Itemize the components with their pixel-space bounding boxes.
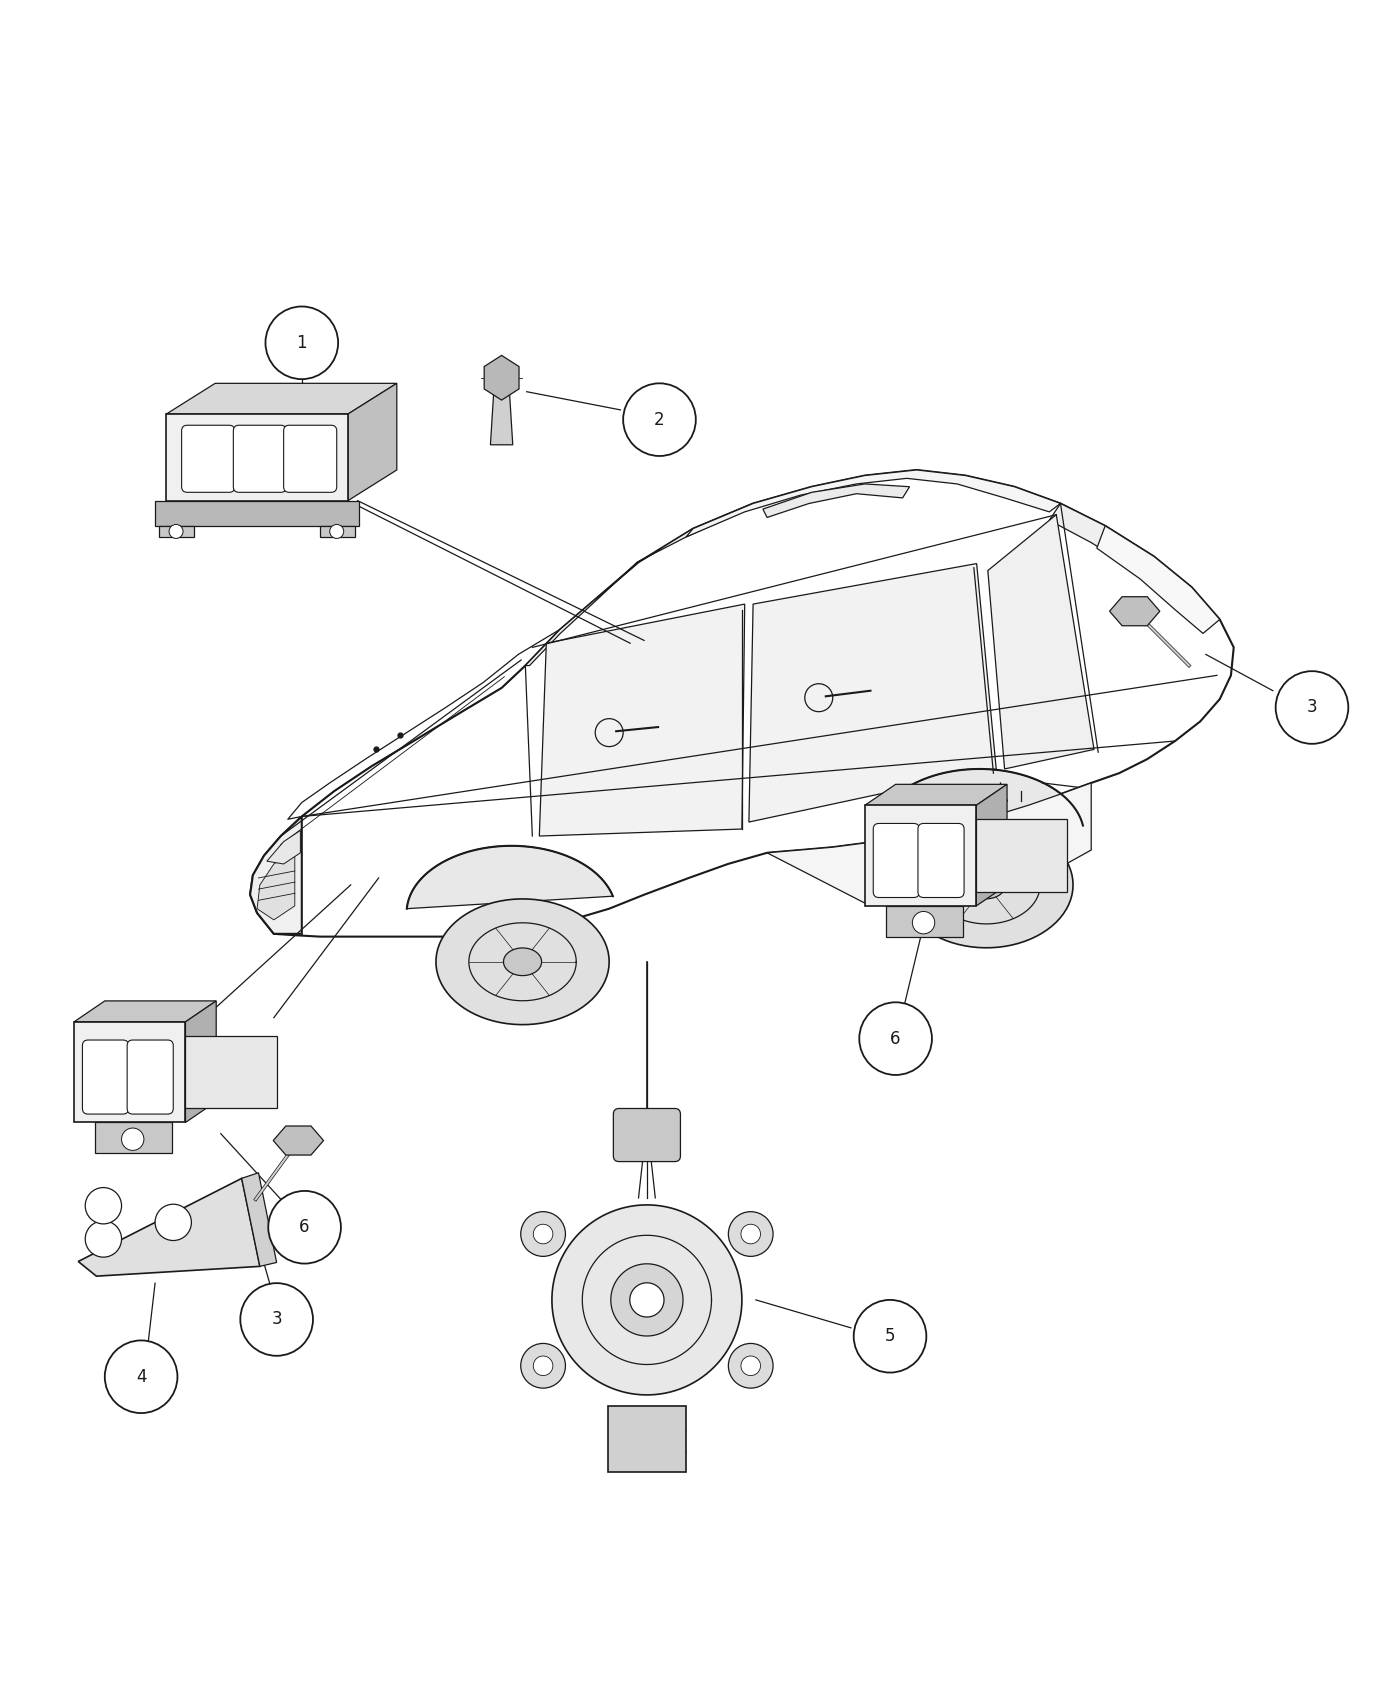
Circle shape	[330, 524, 344, 539]
FancyBboxPatch shape	[83, 1040, 129, 1114]
Circle shape	[155, 1204, 192, 1241]
Circle shape	[533, 1357, 553, 1375]
FancyBboxPatch shape	[234, 425, 287, 493]
Circle shape	[1275, 672, 1348, 745]
Polygon shape	[167, 382, 396, 415]
Polygon shape	[865, 806, 976, 906]
Polygon shape	[875, 768, 1084, 830]
Polygon shape	[435, 899, 609, 1025]
Polygon shape	[74, 1022, 185, 1122]
Circle shape	[728, 1343, 773, 1389]
Text: 3: 3	[1306, 699, 1317, 716]
Polygon shape	[976, 819, 1067, 892]
Polygon shape	[1096, 525, 1219, 634]
Circle shape	[623, 382, 696, 456]
Circle shape	[860, 1003, 932, 1074]
Polygon shape	[630, 1284, 664, 1318]
Polygon shape	[78, 1178, 260, 1277]
Polygon shape	[552, 1205, 742, 1396]
Text: 5: 5	[885, 1328, 895, 1345]
Polygon shape	[273, 1125, 323, 1154]
Polygon shape	[95, 1122, 172, 1153]
Circle shape	[533, 1224, 553, 1244]
FancyBboxPatch shape	[613, 1108, 680, 1161]
Text: 4: 4	[136, 1368, 147, 1385]
Polygon shape	[407, 847, 613, 910]
Circle shape	[266, 306, 339, 379]
Polygon shape	[976, 784, 1007, 906]
Polygon shape	[258, 850, 295, 920]
Polygon shape	[160, 525, 195, 537]
Polygon shape	[321, 525, 354, 537]
Circle shape	[741, 1224, 760, 1244]
Circle shape	[241, 1284, 314, 1357]
Circle shape	[169, 524, 183, 539]
FancyBboxPatch shape	[182, 425, 235, 493]
Polygon shape	[74, 1001, 216, 1022]
Text: 3: 3	[272, 1311, 281, 1328]
Polygon shape	[1110, 597, 1159, 626]
Polygon shape	[749, 564, 997, 823]
Polygon shape	[155, 502, 358, 525]
Circle shape	[741, 1357, 760, 1375]
FancyBboxPatch shape	[918, 823, 965, 898]
Polygon shape	[349, 382, 396, 501]
FancyBboxPatch shape	[284, 425, 337, 493]
Circle shape	[105, 1340, 178, 1413]
Polygon shape	[525, 503, 753, 666]
Polygon shape	[167, 415, 349, 502]
Circle shape	[269, 1192, 342, 1263]
Circle shape	[521, 1343, 566, 1389]
Polygon shape	[185, 1035, 277, 1108]
Circle shape	[122, 1129, 144, 1151]
Polygon shape	[900, 823, 1072, 949]
Polygon shape	[251, 469, 1233, 937]
Polygon shape	[967, 870, 1005, 899]
Polygon shape	[251, 816, 302, 933]
Text: 6: 6	[890, 1030, 900, 1047]
Polygon shape	[504, 949, 542, 976]
Polygon shape	[267, 830, 301, 864]
FancyBboxPatch shape	[874, 823, 920, 898]
Polygon shape	[763, 484, 910, 517]
Text: 2: 2	[654, 411, 665, 428]
Circle shape	[854, 1300, 927, 1372]
Polygon shape	[1050, 503, 1154, 571]
Polygon shape	[988, 515, 1093, 768]
Polygon shape	[865, 784, 1007, 806]
Polygon shape	[539, 604, 745, 836]
Polygon shape	[686, 469, 1060, 537]
Polygon shape	[484, 355, 519, 400]
Polygon shape	[608, 1406, 686, 1472]
Polygon shape	[185, 1001, 216, 1122]
Polygon shape	[242, 1173, 277, 1266]
Text: 6: 6	[300, 1219, 309, 1236]
Circle shape	[728, 1212, 773, 1256]
Circle shape	[521, 1212, 566, 1256]
Polygon shape	[886, 906, 963, 937]
Text: 1: 1	[297, 333, 307, 352]
Polygon shape	[767, 784, 1091, 903]
FancyBboxPatch shape	[127, 1040, 174, 1114]
Circle shape	[85, 1188, 122, 1224]
Polygon shape	[490, 377, 512, 445]
Polygon shape	[610, 1263, 683, 1336]
Circle shape	[913, 911, 935, 933]
Circle shape	[85, 1221, 122, 1258]
